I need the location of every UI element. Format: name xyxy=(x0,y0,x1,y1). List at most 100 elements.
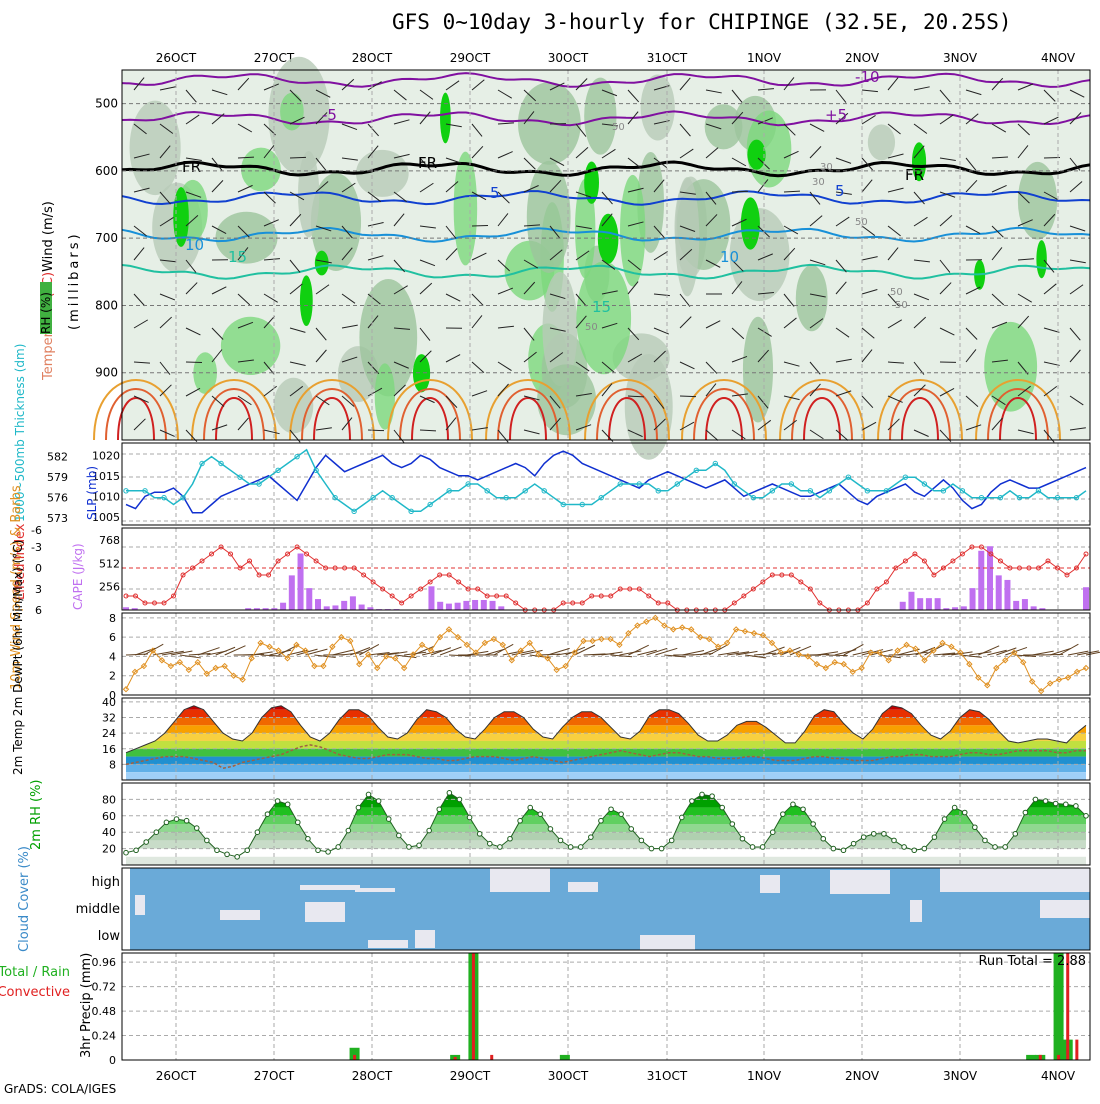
rh-marker xyxy=(205,838,210,843)
li-tick: 0 xyxy=(35,562,42,575)
temp-band xyxy=(122,733,1090,741)
temp-band xyxy=(122,741,1090,749)
cloud-patch xyxy=(415,930,435,948)
rh-marker xyxy=(932,835,937,840)
cloud-layer-label: middle xyxy=(76,902,120,917)
rh-marker xyxy=(781,812,786,817)
cape-tick: 768 xyxy=(99,534,120,547)
rh-marker xyxy=(861,835,866,840)
rh-tick: 60 xyxy=(102,810,116,823)
rh-marker xyxy=(589,835,594,840)
cape-bar xyxy=(1031,606,1037,610)
rh-marker xyxy=(730,822,735,827)
bottom-date-label: 26OCT xyxy=(156,1069,197,1083)
rh-marker xyxy=(144,840,149,845)
rh-marker xyxy=(1084,814,1089,819)
rh-marker xyxy=(952,805,957,810)
top-date-label: 3NOV xyxy=(943,51,978,65)
temp-ylabel: 2m Temp 2m DewPt (6hr Min/Max) (°C) xyxy=(11,540,25,775)
rh-marker xyxy=(194,826,199,831)
rh-marker xyxy=(437,807,442,812)
rh-marker xyxy=(184,818,189,823)
rh-marker xyxy=(235,855,240,860)
wind-tick: 2 xyxy=(109,670,116,683)
rh-marker xyxy=(649,846,654,851)
thickness-tick: 582 xyxy=(47,451,68,464)
rh-marker xyxy=(962,810,967,815)
cape-bar xyxy=(359,605,365,610)
rh-blob xyxy=(705,104,743,149)
precip-conv-bar xyxy=(1066,953,1069,1060)
bottom-date-label: 1NOV xyxy=(747,1069,782,1083)
rh-marker xyxy=(487,841,492,846)
precip-tick: 0.24 xyxy=(92,1030,117,1043)
rh-marker xyxy=(599,818,604,823)
rh-marker xyxy=(366,792,371,797)
contour-label: 50 xyxy=(585,322,598,333)
rh-marker xyxy=(629,827,634,832)
temp-tick: 40 xyxy=(102,696,116,709)
rh-marker xyxy=(215,848,220,853)
contour-label: -10 xyxy=(855,68,880,86)
temp-tick: 16 xyxy=(102,743,116,756)
rh-blob xyxy=(641,74,675,140)
top-date-label: 29OCT xyxy=(450,51,491,65)
bottom-date-label: 3NOV xyxy=(943,1069,978,1083)
wind-barb xyxy=(628,645,648,655)
rh-marker xyxy=(750,845,755,850)
cape-bar xyxy=(917,598,923,610)
cape-bar xyxy=(428,586,434,610)
cape-bar xyxy=(908,592,914,610)
rh-marker xyxy=(386,817,391,822)
contour-label: 50 xyxy=(612,122,625,133)
rh-marker xyxy=(255,830,260,835)
rh-tick: 40 xyxy=(102,826,116,839)
rh-marker xyxy=(285,802,290,807)
precip-conv-bar xyxy=(1039,1055,1042,1060)
temp-band xyxy=(122,710,1090,718)
footer-credit: GrADS: COLA/IGES xyxy=(4,1082,116,1096)
rh-marker xyxy=(1003,845,1008,850)
cape-bar xyxy=(935,598,941,610)
rh-marker xyxy=(710,794,715,799)
rh-marker xyxy=(791,802,796,807)
rh-marker xyxy=(1013,832,1018,837)
rh-marker xyxy=(679,815,684,820)
rh-tick: 80 xyxy=(102,793,116,806)
slp-ylabel-group: SLP (mb) xyxy=(85,466,99,520)
contour-label: +5 xyxy=(825,106,847,124)
pressure-tick: 900 xyxy=(95,366,118,380)
contour-label: 5 xyxy=(490,184,500,202)
cloud-patch xyxy=(220,910,260,920)
cape-bar xyxy=(1022,599,1028,610)
top-date-label: 30OCT xyxy=(548,51,589,65)
cape-bar xyxy=(280,603,286,610)
cape-bar xyxy=(481,600,487,610)
top-date-label: 4NOV xyxy=(1041,51,1076,65)
rh-core-blob xyxy=(748,140,766,170)
wind-barb xyxy=(180,655,201,658)
rh-legend: RH (%) xyxy=(39,292,53,334)
bottom-date-label: 28OCT xyxy=(352,1069,393,1083)
wind-speed-marker xyxy=(124,687,129,692)
cape-bar xyxy=(996,575,1002,610)
rh-marker xyxy=(892,838,897,843)
rh-marker xyxy=(700,792,705,797)
rh-marker xyxy=(558,838,563,843)
rh-core-blob xyxy=(741,197,760,249)
precip-tick: 0 xyxy=(109,1054,116,1067)
li-line xyxy=(126,547,1086,610)
li-top-tick: -6 xyxy=(31,524,42,537)
li-tick: 6 xyxy=(35,604,42,617)
rh-blob xyxy=(868,124,895,160)
rh-marker xyxy=(538,812,543,817)
rh-marker xyxy=(902,845,907,850)
contour-label: FR xyxy=(905,166,924,184)
thickness-tick: 579 xyxy=(47,471,68,484)
bottom-date-label: 29OCT xyxy=(450,1069,491,1083)
precip-ylabel: 3hr Precip (mm) xyxy=(79,953,94,1058)
rh-marker xyxy=(407,845,412,850)
cape-bar xyxy=(1013,601,1019,610)
cape-bar xyxy=(332,605,338,610)
rh-marker xyxy=(225,852,230,857)
